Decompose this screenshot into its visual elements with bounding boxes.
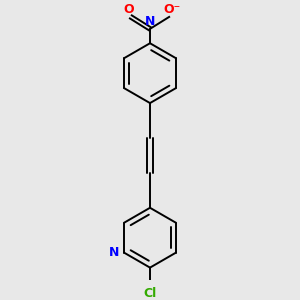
Text: N: N — [109, 246, 119, 259]
Text: N: N — [145, 15, 155, 28]
Text: O: O — [123, 3, 134, 16]
Text: Cl: Cl — [143, 287, 157, 300]
Text: O⁻: O⁻ — [164, 3, 181, 16]
